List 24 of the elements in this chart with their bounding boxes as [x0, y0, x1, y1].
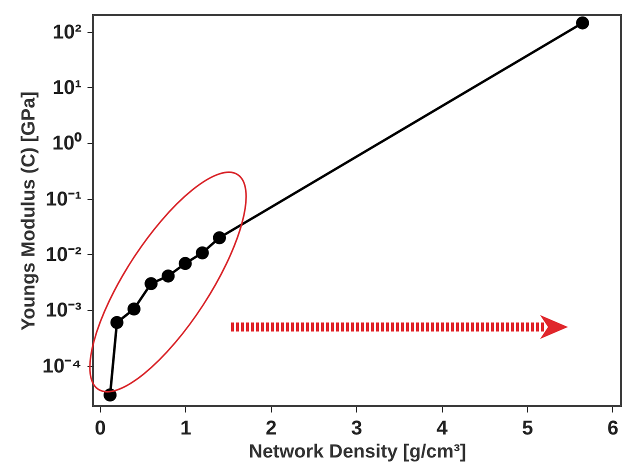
x-tick-label: 0 — [94, 418, 106, 440]
point — [212, 231, 226, 244]
point — [144, 277, 158, 290]
x-tick-label: 3 — [351, 418, 362, 440]
y-axis-title: Youngs Modulus (C) [GPa] — [18, 91, 40, 331]
point — [127, 302, 141, 316]
y-tick-label: 10⁻⁴ — [42, 355, 82, 378]
x-tick-label: 4 — [436, 418, 449, 440]
x-tick-label: 1 — [180, 418, 192, 440]
point — [196, 246, 209, 260]
x-tick-label: 5 — [522, 418, 534, 440]
point — [162, 270, 175, 283]
point — [178, 256, 192, 270]
x-axis-title: Network Density [g/cm³] — [248, 442, 466, 462]
y-tick-label: 10⁻² — [46, 244, 82, 266]
y-tick-label: 10⁻³ — [46, 300, 82, 322]
x-tick-label: 6 — [607, 418, 619, 440]
y-tick-label: 10² — [52, 21, 82, 44]
y-tick-label: 10⁻¹ — [46, 188, 82, 210]
point — [110, 316, 124, 330]
point — [576, 16, 590, 30]
x-tick-label: 2 — [266, 418, 277, 440]
y-tick-label: 10⁰ — [52, 132, 82, 155]
y-tick-label: 10¹ — [52, 76, 82, 99]
